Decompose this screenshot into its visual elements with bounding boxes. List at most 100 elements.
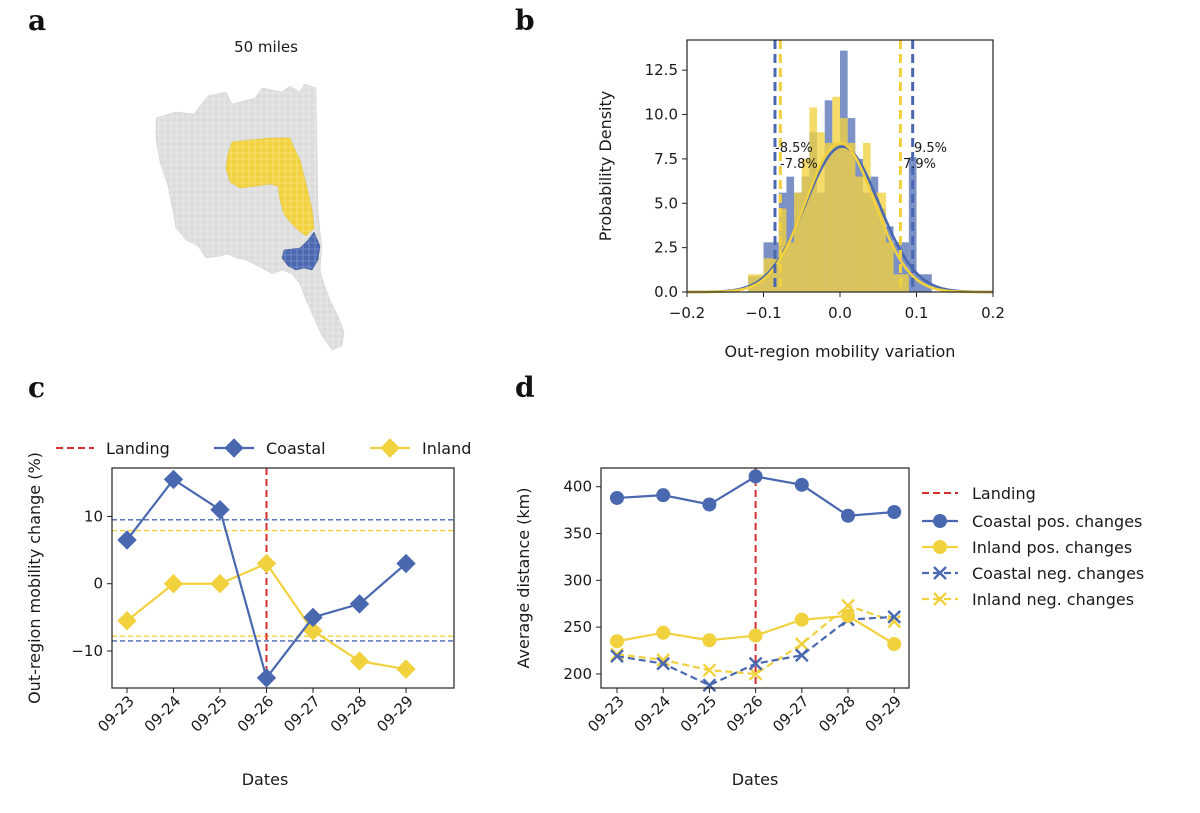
x-tick-label: 0.2 — [981, 304, 1005, 322]
histogram-bar-inland — [870, 192, 879, 292]
y-axis-label: Probability Density — [596, 91, 615, 242]
plot-frame-d — [600, 467, 910, 689]
histogram-bar-inland — [817, 132, 825, 292]
histogram-bar-inland — [794, 192, 802, 292]
data-point-x — [887, 610, 902, 624]
data-point-x — [748, 656, 763, 671]
y-axis-label: Out-region mobility change (%) — [25, 452, 44, 704]
y-tick-label: 300 — [563, 571, 592, 589]
panel-letter-d: d — [515, 371, 535, 404]
y-tick-label: 10 — [84, 507, 103, 525]
histogram-bar-inland — [885, 242, 894, 292]
data-point-diamond — [210, 574, 230, 594]
legend-label-landing: Landing — [106, 439, 170, 458]
y-tick-label: 5.0 — [654, 194, 678, 212]
y-tick-label: 250 — [563, 618, 592, 636]
histogram-bar-inland — [778, 208, 787, 292]
data-point-diamond — [117, 611, 137, 631]
x-tick-label: 0.1 — [905, 304, 929, 322]
panel-d-line-chart: 200 250 300 350 400 09-23 09-24 09-25 09-26 09-27… — [514, 467, 1144, 789]
histogram-bar-inland — [862, 142, 871, 292]
y-tick-label: −10 — [71, 642, 103, 660]
histogram-bar-inland — [847, 142, 856, 292]
y-tick-label: 400 — [563, 478, 592, 496]
histogram-bar-inland — [824, 142, 833, 292]
data-point-x — [794, 637, 809, 651]
plot-frame-c — [111, 467, 455, 689]
legend-c: Landing Coastal Inland — [56, 438, 471, 458]
data-point-circle — [702, 633, 717, 648]
x-tick-label: 09-23 — [94, 692, 138, 736]
threshold-lines — [773, 40, 915, 292]
data-point-circle — [656, 625, 671, 640]
data-point-diamond — [349, 594, 370, 614]
x-tick-label: 09-24 — [630, 692, 674, 736]
data-point-diamond — [396, 553, 416, 574]
data-point-circle — [748, 469, 763, 484]
data-point-x — [702, 663, 717, 678]
data-point-circle — [841, 508, 855, 523]
x-tick-label: 09-25 — [187, 692, 231, 736]
data-point-diamond — [117, 530, 137, 550]
data-point-diamond — [349, 651, 370, 671]
x-tick-label: 09-27 — [769, 692, 813, 736]
data-point-x — [933, 566, 947, 580]
annotation-left-inland: -7.8% — [780, 157, 818, 172]
data-point-x — [610, 649, 624, 664]
map-coastal-region — [281, 231, 321, 271]
data-point-diamond — [380, 438, 400, 458]
x-tick-label: 09-27 — [280, 692, 324, 736]
legend-d: Landing Coastal pos. changes Inland pos. c… — [922, 484, 1144, 609]
x-axis-label: Dates — [732, 770, 779, 789]
data-point-x — [610, 647, 624, 662]
x-axis-label: Out-region mobility variation — [725, 342, 956, 361]
legend-label-inland-neg-changes: Inland neg. changes — [972, 590, 1134, 609]
y-tick-label: 0.0 — [654, 283, 678, 301]
kde-curve-inland — [687, 141, 993, 294]
data-point-x — [702, 678, 717, 693]
y-axis-label: Average distance (km) — [514, 487, 533, 668]
map-title: 50 miles — [234, 38, 298, 56]
x-tick-label: 09-23 — [584, 692, 628, 736]
x-axis-label: Dates — [242, 770, 289, 789]
legend-label-inland: Inland — [422, 439, 471, 458]
data-point-circle — [748, 628, 763, 643]
data-point-circle — [887, 637, 902, 651]
histogram-axes: −0.2 −0.1 0.0 0.1 0.2 0.0 2.5 5.0 7.5 10.0 12.5 Out… — [596, 39, 1005, 361]
data-point-diamond — [224, 438, 244, 458]
histogram-series-inland — [748, 96, 909, 293]
histogram-bar-inland — [786, 242, 795, 292]
data-point-circle — [794, 477, 809, 492]
panel-letter-b: b — [515, 4, 535, 37]
y-tick-label: 0 — [93, 575, 103, 593]
annotation-left-coastal: -8.5% — [775, 141, 813, 156]
x-tick-label: 0.0 — [828, 304, 852, 322]
data-point-diamond — [256, 553, 277, 574]
data-point-x — [748, 667, 763, 681]
x-tick-label: 09-26 — [723, 692, 767, 736]
histogram-bar-inland — [801, 158, 810, 292]
legend-label-inland-pos-changes: Inland pos. changes — [972, 538, 1132, 557]
panel-b-histogram: −0.2 −0.1 0.0 0.1 0.2 0.0 2.5 5.0 7.5 10.0 12.5 Out… — [596, 39, 1005, 361]
data-point-x — [841, 598, 855, 613]
panel-letter-c: c — [28, 371, 45, 404]
data-point-x — [887, 614, 902, 629]
y-tick-label: 200 — [563, 665, 592, 683]
data-point-diamond — [303, 607, 323, 628]
panel-letter-a: a — [28, 4, 46, 37]
legend-label-coastal-pos-changes: Coastal pos. changes — [972, 512, 1142, 531]
data-point-circle — [702, 497, 717, 512]
y-tick-label: 10.0 — [645, 106, 678, 124]
annotation-right-coastal: 9.5% — [914, 141, 947, 156]
data-point-circle — [887, 505, 902, 519]
data-point-circle — [610, 634, 624, 649]
plot-c: −10 0 10 09-23 09-24 09-25 09-26 09-27 09-28 09-2… — [25, 452, 455, 789]
legend-label-coastal: Coastal — [266, 439, 326, 458]
data-point-circle — [841, 608, 855, 623]
map-background-states — [155, 83, 345, 351]
data-point-x — [656, 653, 671, 667]
data-point-diamond — [210, 500, 230, 520]
